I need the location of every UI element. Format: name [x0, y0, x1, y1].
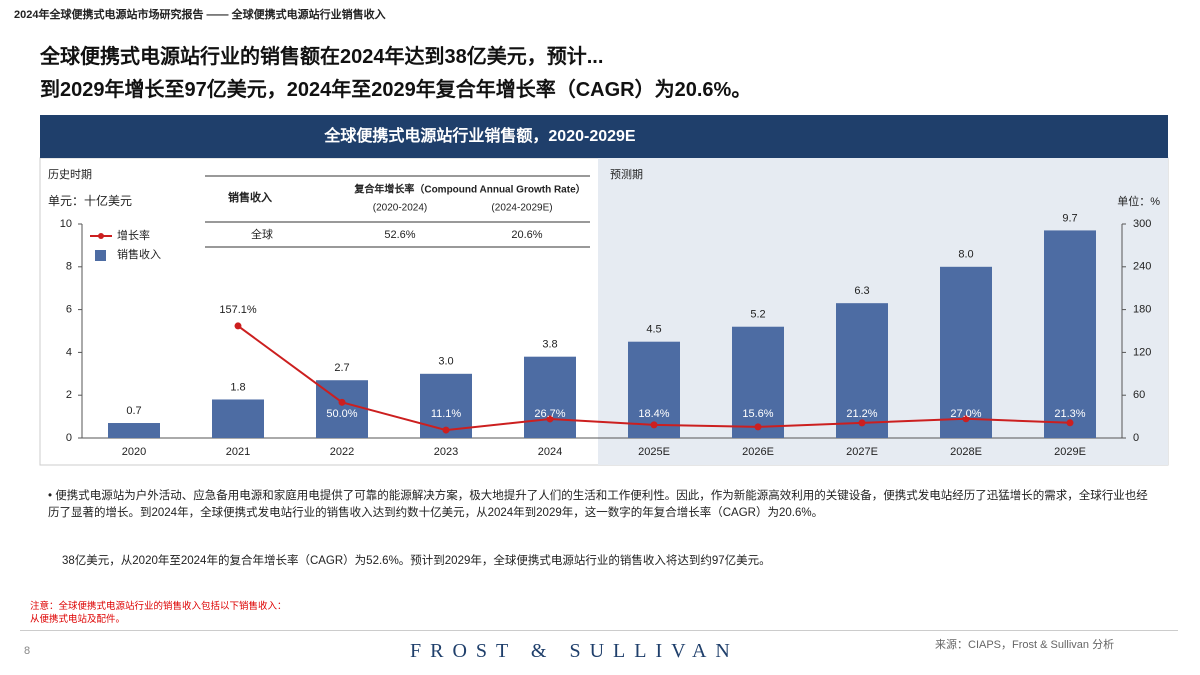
legend-label: 销售收入: [117, 247, 161, 261]
line-value-label: 50.0%: [326, 408, 357, 420]
y-tick-label: 8: [66, 261, 72, 273]
period-label: 预测期: [610, 168, 643, 181]
body-text: • 便携式电源站为户外活动、应急备用电源和家庭用电提供了可靠的能源解决方案，极大…: [48, 490, 1148, 519]
y2-tick-label: 60: [1133, 389, 1145, 401]
x-tick-label: 2025E: [638, 446, 670, 458]
y-tick-label: 0: [66, 432, 72, 444]
x-tick-label: 2022: [330, 446, 354, 458]
line-value-label: 157.1%: [219, 304, 257, 316]
line-point: [754, 423, 762, 431]
x-tick-label: 2028E: [950, 446, 982, 458]
bar: [836, 303, 888, 438]
footer-rule: [20, 630, 1178, 631]
line-value-label: 26.7%: [534, 408, 565, 420]
source: 来源：CIAPS，Frost & Sullivan 分析: [935, 639, 1115, 651]
bar-value-label: 3.0: [438, 356, 453, 368]
line-point: [442, 426, 450, 434]
line-value-label: 15.6%: [742, 408, 773, 420]
y2-tick-label: 240: [1133, 261, 1151, 273]
x-tick-label: 2024: [538, 446, 562, 458]
legend-swatch: [95, 250, 106, 261]
line-point: [338, 398, 346, 406]
y-tick-label: 2: [66, 389, 72, 401]
line-point: [858, 419, 866, 427]
x-tick-label: 2021: [226, 446, 250, 458]
headline: 全球便携式电源站行业的销售额在2024年达到38亿美元，预计...: [40, 46, 604, 68]
table-cell: 52.6%: [384, 229, 415, 241]
bar: [1044, 230, 1096, 438]
bar-value-label: 8.0: [958, 249, 973, 261]
bar-value-label: 9.7: [1062, 212, 1077, 224]
x-tick-label: 2029E: [1054, 446, 1086, 458]
bar: [940, 266, 992, 438]
report-title: 2024年全球便携式电源站市场研究报告 —— 全球便携式电源站行业销售收入: [14, 9, 386, 21]
line-point: [546, 415, 554, 423]
table-cell: 全球: [251, 227, 273, 241]
table-cell: 20.6%: [511, 229, 542, 241]
line-value-label: 21.3%: [1054, 408, 1085, 420]
logo: FROST & SULLIVAN: [410, 640, 739, 662]
note: 从便携式电站及配件。: [30, 614, 126, 625]
line-value-label: 18.4%: [638, 408, 669, 420]
legend-swatch: [98, 233, 104, 239]
x-tick-label: 2027E: [846, 446, 878, 458]
y-tick-label: 6: [66, 304, 72, 316]
headline: 到2029年增长至97亿美元，2024年至2029年复合年增长率（CAGR）为2…: [40, 79, 752, 101]
line-point: [650, 421, 658, 429]
y2-tick-label: 0: [1133, 432, 1139, 444]
bar-value-label: 4.5: [646, 324, 661, 336]
line-point: [1066, 419, 1074, 427]
line-point: [234, 322, 242, 330]
body-text: 38亿美元，从2020年至2024年的复合年增长率（CAGR）为52.6%。预计…: [62, 555, 771, 567]
page-number: 8: [24, 645, 31, 657]
bar-value-label: 0.7: [126, 405, 141, 417]
legend-label: 增长率: [117, 228, 150, 242]
bar-value-label: 2.7: [334, 362, 349, 374]
bar: [212, 399, 264, 438]
y2-axis-label: 单位：%: [1117, 194, 1160, 208]
chart-title: 全球便携式电源站行业销售额，2020-2029E: [323, 126, 636, 145]
line-value-label: 21.2%: [846, 408, 877, 420]
y-axis-label: 单元：十亿美元: [48, 193, 132, 208]
bar: [524, 356, 576, 438]
y-tick-label: 10: [60, 218, 72, 230]
x-tick-label: 2023: [434, 446, 458, 458]
table-period: (2020-2024): [373, 203, 427, 214]
y-tick-label: 4: [66, 346, 72, 358]
bar: [108, 423, 160, 438]
table-header: 销售收入: [228, 190, 272, 204]
table-period: (2024-2029E): [491, 203, 552, 214]
bar: [732, 326, 784, 438]
y2-tick-label: 180: [1133, 304, 1151, 316]
period-label: 历史时期: [48, 168, 92, 181]
bar-value-label: 6.3: [854, 285, 869, 297]
bar-value-label: 3.8: [542, 339, 557, 351]
table-header: 复合年增长率（Compound Annual Growth Rate）: [353, 183, 585, 196]
x-tick-label: 2026E: [742, 446, 774, 458]
bar-value-label: 1.8: [230, 381, 245, 393]
line-value-label: 11.1%: [431, 408, 462, 420]
y2-tick-label: 300: [1133, 218, 1151, 230]
x-tick-label: 2020: [122, 446, 146, 458]
chart-title-bar: [40, 115, 1168, 158]
line-point: [962, 415, 970, 423]
bar-value-label: 5.2: [750, 309, 765, 321]
note: 注意：全球便携式电源站行业的销售收入包括以下销售收入：: [30, 601, 287, 612]
line-value-label: 27.0%: [950, 408, 981, 420]
y2-tick-label: 120: [1133, 346, 1151, 358]
